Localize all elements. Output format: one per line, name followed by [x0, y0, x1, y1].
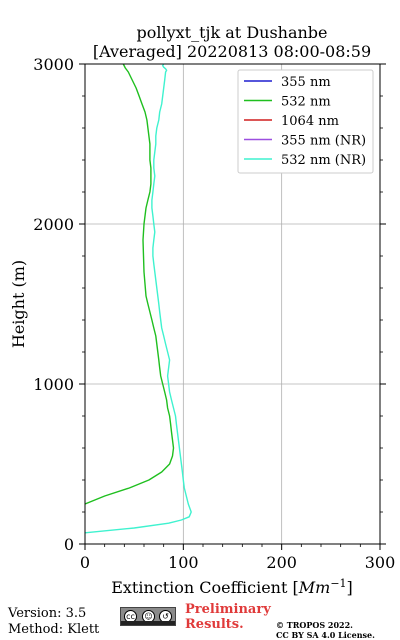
legend-box	[237, 69, 374, 174]
chart-title-line1: pollyxt_tjk at Dushanbe	[136, 23, 327, 42]
chart-title-line2: [Averaged] 20220813 08:00-08:59	[93, 42, 371, 61]
y-tick-label: 1000	[33, 375, 74, 394]
x-axis-label-exponent: −1	[330, 577, 346, 590]
method-line: Method: Klett	[8, 622, 100, 637]
license-line: CC BY SA 4.0 License.	[276, 630, 375, 640]
series-line-532-nm-nr-	[85, 64, 192, 534]
legend-label: 355 nm	[281, 75, 331, 90]
legend-label: 532 nm (NR)	[281, 153, 366, 168]
y-tick-label: 3000	[33, 55, 74, 74]
x-axis-label-main: Extinction Coefficient [	[111, 578, 299, 597]
plot-frame	[84, 63, 381, 545]
y-tick-label: 0	[64, 535, 74, 554]
x-axis-label-unit: Mm	[298, 578, 331, 597]
copyright-note: © TROPOS 2022. CC BY SA 4.0 License.	[276, 620, 375, 640]
legend-label: 355 nm (NR)	[281, 134, 366, 149]
series-lines	[85, 64, 192, 534]
legend-label: 532 nm	[281, 95, 331, 110]
x-tick-label: 200	[266, 553, 297, 572]
preliminary-line: Preliminary	[185, 602, 271, 617]
x-tick-label: 300	[365, 553, 396, 572]
x-tick-label: 100	[168, 553, 199, 572]
version-info: Version: 3.5 Method: Klett	[8, 606, 99, 638]
series-line-532-nm	[85, 64, 175, 505]
y-tick-label: 2000	[33, 215, 74, 234]
version-line: Version: 3.5	[8, 606, 87, 621]
legend: 355 nm 532 nm 1064 nm 355 nm (NR) 532 nm (NR…	[237, 69, 374, 174]
y-axis-label: Height (m)	[9, 260, 28, 348]
cc-badge-strip	[121, 621, 175, 625]
x-axis-label: Extinction Coefficient [Mm−1]	[111, 577, 353, 597]
results-line: Results.	[185, 617, 244, 632]
preliminary-results-note: Preliminary Results.	[185, 602, 271, 632]
x-axis-label-close: ]	[347, 578, 353, 597]
x-tick-label: 0	[80, 553, 90, 572]
copyright-line: © TROPOS 2022.	[276, 620, 353, 630]
legend-label: 1064 nm	[281, 114, 339, 129]
cc-license-badge-icon: cc ☺ ↺	[120, 607, 176, 626]
